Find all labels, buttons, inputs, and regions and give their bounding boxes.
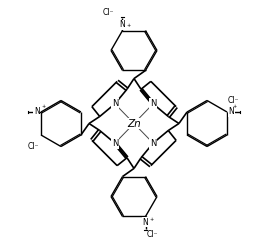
Text: Cl⁻: Cl⁻ (227, 96, 239, 105)
Text: N: N (112, 99, 118, 108)
Text: N: N (120, 20, 125, 29)
Text: Cl⁻: Cl⁻ (147, 230, 158, 239)
Text: +: + (127, 23, 131, 28)
Text: N: N (34, 107, 40, 116)
Text: +: + (232, 104, 236, 109)
Text: N: N (228, 107, 234, 116)
Text: N: N (112, 139, 118, 148)
Text: Cl⁻: Cl⁻ (103, 8, 114, 17)
Text: Cl⁻: Cl⁻ (28, 142, 40, 151)
Text: N: N (150, 139, 156, 148)
Text: +: + (150, 217, 154, 222)
Text: N: N (143, 218, 148, 227)
Text: +: + (42, 104, 46, 109)
Text: N: N (150, 99, 156, 108)
Text: Zn: Zn (127, 119, 141, 128)
